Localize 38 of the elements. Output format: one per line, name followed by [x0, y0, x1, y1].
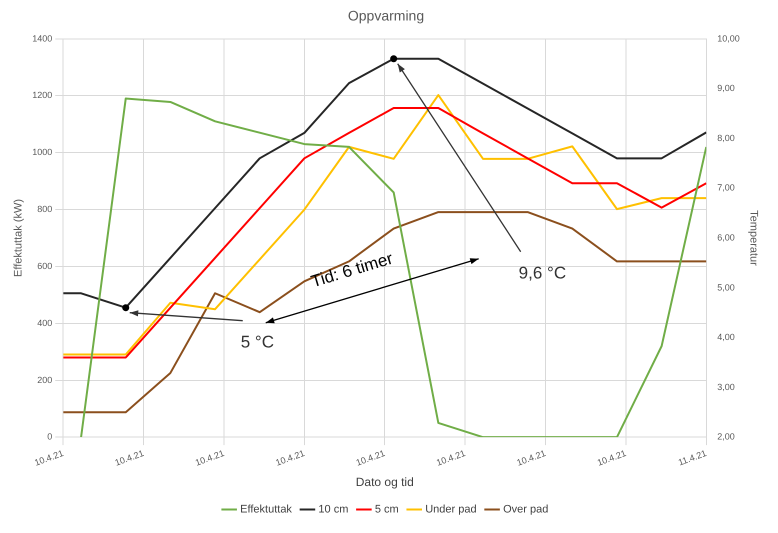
legend-label: Effektuttak [240, 504, 292, 516]
x-tick-label: 10.4.21 [596, 448, 628, 468]
y2-tick-label: 8,00 [717, 132, 735, 143]
x-tick-label: 10.4.21 [194, 448, 226, 468]
x-tick-label: 10.4.21 [33, 448, 65, 468]
y2-tick-label: 3,00 [717, 382, 735, 392]
legend-label: 5 cm [374, 504, 399, 516]
y-tick-label: 1200 [32, 90, 52, 100]
y2-tick-label: 10,00 [717, 33, 740, 44]
legend-label: 10 cm [318, 504, 348, 516]
y2-tick-label: 4,00 [717, 332, 735, 342]
x-tick-label: 10.4.21 [354, 448, 386, 468]
legend-label: Over pad [503, 504, 548, 516]
y2-tick-label: 2,00 [717, 432, 735, 442]
y-tick-label: 1000 [32, 147, 52, 158]
annotation: 9,6 °C [518, 263, 566, 282]
y2-axis-title: Temperatur [747, 210, 760, 266]
legend-label: Under pad [425, 504, 477, 516]
y-tick-label: 800 [37, 204, 52, 214]
x-tick-label: 10.4.21 [515, 448, 548, 468]
y-tick-label: 400 [37, 318, 52, 328]
y-tick-label: 1400 [32, 33, 52, 44]
chart-title: Oppvarming [348, 7, 424, 24]
annotation: Tid: 6 timer [308, 248, 396, 292]
y-axis-title: Effektuttak (kW) [12, 198, 25, 278]
x-tick-label: 10.4.21 [435, 448, 467, 468]
y2-tick-label: 7,00 [717, 182, 735, 193]
x-tick-label: 10.4.21 [274, 448, 306, 468]
y2-tick-label: 5,00 [717, 282, 735, 292]
annotation: 5 °C [240, 332, 274, 352]
y-tick-label: 200 [37, 374, 52, 385]
x-axis-title: Dato og tid [356, 475, 414, 490]
x-tick-label: 10.4.21 [114, 448, 146, 468]
y-tick-label: 0 [47, 432, 52, 442]
y2-tick-label: 9,00 [717, 83, 735, 94]
x-tick-label: 11.4.21 [676, 448, 708, 468]
y-tick-label: 600 [37, 260, 52, 271]
y2-tick-label: 6,00 [717, 232, 735, 242]
